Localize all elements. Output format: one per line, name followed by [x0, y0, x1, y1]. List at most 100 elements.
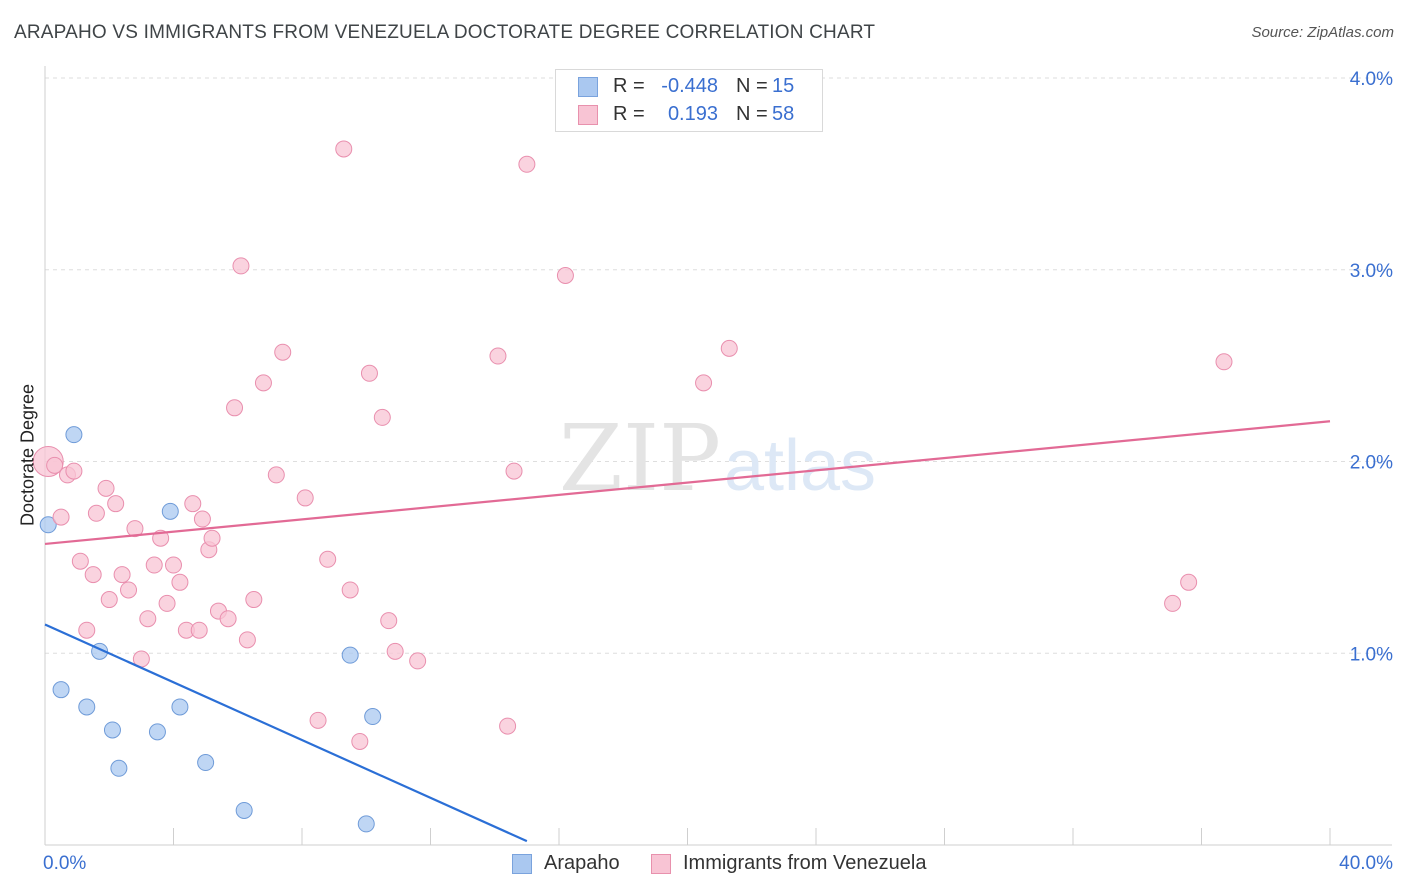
- arapaho-point: [235, 801, 253, 819]
- arapaho-point: [171, 698, 189, 716]
- venezuela-point: [226, 399, 244, 417]
- arapaho-point: [161, 502, 179, 520]
- venezuela-point: [219, 610, 237, 628]
- venezuela-point: [254, 374, 272, 392]
- y-tick-label: 3.0%: [1350, 261, 1393, 282]
- venezuela-point: [84, 566, 102, 584]
- watermark-zip: ZIP: [559, 405, 721, 512]
- y-tick-label: 2.0%: [1350, 453, 1393, 474]
- venezuela-point: [505, 462, 523, 480]
- venezuela-point: [184, 495, 202, 513]
- n-value: 58: [772, 103, 795, 125]
- venezuela-point: [145, 556, 163, 574]
- venezuela-point: [113, 566, 131, 584]
- venezuela-point: [1215, 353, 1233, 371]
- grid-layer: [45, 77, 1392, 654]
- y-tick-label: 1.0%: [1350, 644, 1393, 665]
- venezuela-point: [319, 550, 337, 568]
- venezuela-point: [100, 591, 118, 609]
- venezuela-point: [87, 504, 105, 522]
- venezuela-point: [386, 642, 404, 660]
- arapaho-point: [110, 759, 128, 777]
- stats-legend-row-venezuela: R = 0.193 N = 58: [556, 101, 822, 129]
- venezuela-point: [351, 732, 369, 750]
- n-label: N =: [736, 103, 768, 125]
- venezuela-point: [52, 508, 70, 526]
- arapaho-point: [78, 698, 96, 716]
- legend-label-venezuela: Immigrants from Venezuela: [683, 852, 927, 874]
- venezuela-point: [232, 257, 250, 275]
- n-value: 15: [772, 75, 795, 97]
- n-label: N =: [736, 75, 768, 97]
- stats-legend-row-arapaho: R = -0.448 N = 15: [556, 73, 822, 101]
- venezuela-point: [193, 510, 211, 528]
- venezuela-point: [518, 155, 536, 173]
- y-axis-label: Doctorate Degree: [17, 383, 38, 527]
- x-tick-label-min: 0.0%: [43, 853, 86, 874]
- venezuela-point: [238, 631, 256, 649]
- venezuela-point: [46, 456, 64, 474]
- venezuela-point: [190, 621, 208, 639]
- venezuela-point: [245, 591, 263, 609]
- venezuela-point: [695, 374, 713, 392]
- r-value: 0.193: [667, 103, 718, 125]
- points-layer: [32, 140, 1233, 833]
- venezuela-point: [203, 529, 221, 547]
- arapaho-point: [65, 426, 83, 444]
- stats-legend: R = -0.448 N = 15 R = 0.193 N = 58: [555, 69, 823, 132]
- venezuela-point: [158, 594, 176, 612]
- r-label: R =: [613, 75, 645, 97]
- watermark: ZIP atlas: [559, 405, 876, 512]
- venezuela-point: [107, 495, 125, 513]
- venezuela-point: [360, 364, 378, 382]
- venezuela-point: [65, 462, 83, 480]
- venezuela-point: [556, 267, 574, 285]
- venezuela-point: [120, 581, 138, 599]
- source-label: Source: ZipAtlas.com: [1251, 24, 1394, 41]
- venezuela-point: [71, 552, 89, 570]
- venezuela-point: [274, 343, 292, 361]
- venezuela-point: [139, 610, 157, 628]
- arapaho-point: [103, 721, 121, 739]
- venezuela-legend-swatch: [651, 854, 671, 874]
- arapaho-swatch: [578, 77, 598, 97]
- arapaho-point: [52, 681, 70, 699]
- trend-layer: [44, 420, 1331, 843]
- tick-label-layer: 1.0% 2.0% 3.0% 4.0% 0.0% 40.0%: [43, 69, 1393, 874]
- venezuela-point: [335, 140, 353, 158]
- arapaho-point: [364, 708, 382, 726]
- venezuela-trend-line: [44, 420, 1331, 546]
- venezuela-point: [165, 556, 182, 574]
- arapaho-point: [357, 815, 375, 833]
- venezuela-point: [373, 408, 391, 426]
- venezuela-point: [97, 479, 115, 497]
- y-tick-label: 4.0%: [1350, 69, 1393, 90]
- venezuela-point: [171, 573, 189, 591]
- arapaho-point: [341, 646, 359, 664]
- venezuela-point: [267, 466, 285, 484]
- chart-title: ARAPAHO VS IMMIGRANTS FROM VENEZUELA DOC…: [14, 22, 876, 43]
- venezuela-swatch: [578, 105, 598, 125]
- r-label: R =: [613, 103, 645, 125]
- venezuela-point: [78, 621, 96, 639]
- venezuela-point: [1164, 594, 1182, 612]
- x-tick-label-max: 40.0%: [1339, 853, 1393, 874]
- venezuela-point: [720, 339, 738, 357]
- arapaho-point: [39, 516, 57, 534]
- r-value: -0.448: [661, 75, 718, 97]
- venezuela-point: [1180, 573, 1198, 591]
- venezuela-point: [489, 347, 507, 365]
- venezuela-point: [341, 581, 359, 599]
- arapaho-trend-line: [44, 623, 528, 843]
- venezuela-point: [380, 612, 398, 630]
- venezuela-point: [309, 711, 327, 729]
- venezuela-point: [409, 652, 427, 670]
- venezuela-point: [296, 489, 314, 507]
- venezuela-point: [126, 520, 144, 538]
- legend-label-arapaho: Arapaho: [544, 852, 620, 874]
- arapaho-point: [148, 723, 166, 741]
- arapaho-point: [197, 754, 215, 772]
- arapaho-legend-swatch: [512, 854, 532, 874]
- venezuela-point: [499, 717, 517, 735]
